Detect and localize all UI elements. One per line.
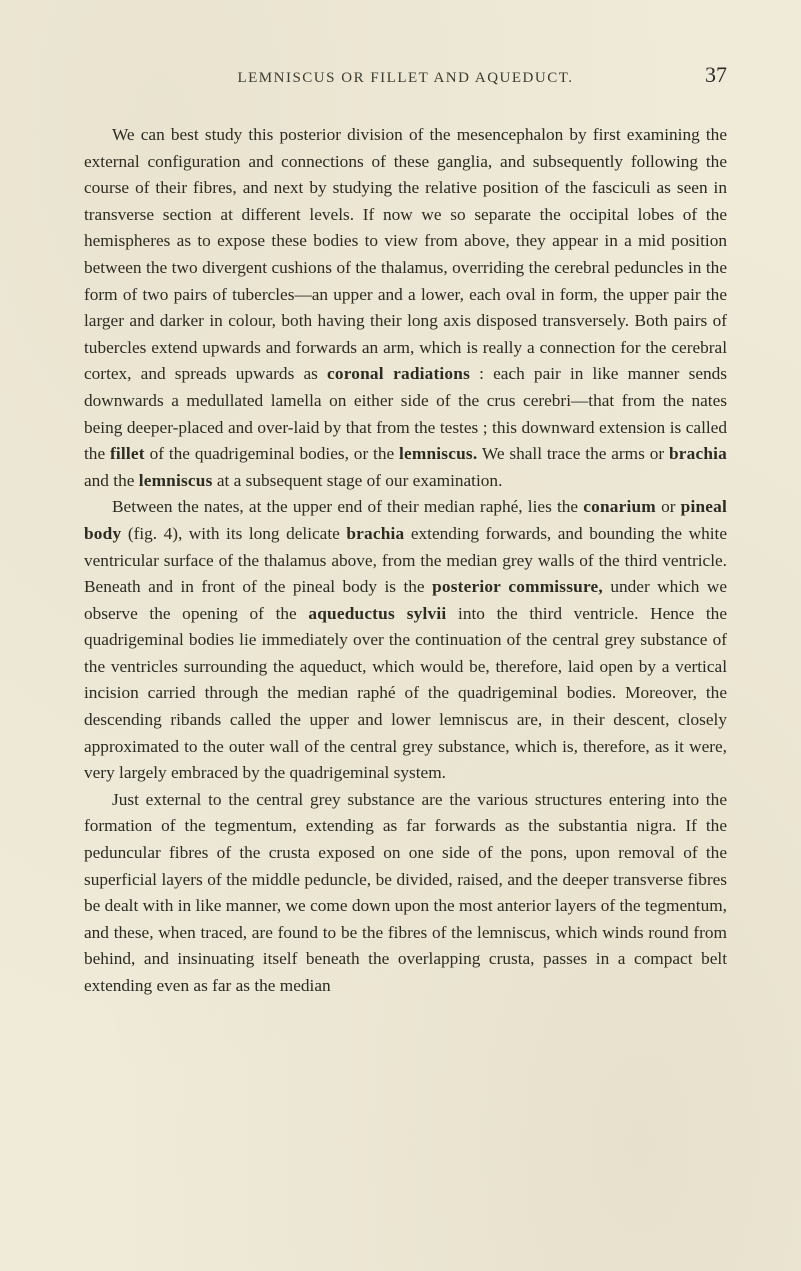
text-run: and the bbox=[84, 471, 139, 490]
text-run: or bbox=[656, 497, 681, 516]
page-number: 37 bbox=[679, 62, 727, 88]
text-run: Between the nates, at the upper end of t… bbox=[112, 497, 583, 516]
header-line: LEMNISCUS OR FILLET AND AQUEDUCT. 37 bbox=[84, 62, 727, 88]
bold-term: coronal radiations bbox=[327, 364, 470, 383]
text-run: into the third ventricle. Hence the quad… bbox=[84, 604, 727, 783]
text-run: Just external to the central grey substa… bbox=[84, 790, 727, 995]
bold-term: conarium bbox=[583, 497, 656, 516]
text-run: (fig. 4), with its long delicate bbox=[121, 524, 346, 543]
paragraph-3: Just external to the central grey substa… bbox=[84, 787, 727, 1000]
bold-term: posterior commissure, bbox=[432, 577, 603, 596]
bold-term: fillet bbox=[110, 444, 145, 463]
text-run: We shall trace the arms or bbox=[477, 444, 669, 463]
page-container: LEMNISCUS OR FILLET AND AQUEDUCT. 37 We … bbox=[0, 0, 801, 1271]
bold-term: brachia bbox=[346, 524, 404, 543]
body-text: We can best study this posterior divisio… bbox=[84, 122, 727, 1000]
bold-term: lemniscus. bbox=[399, 444, 477, 463]
bold-term: brachia bbox=[669, 444, 727, 463]
text-run: We can best study this posterior divisio… bbox=[84, 125, 727, 383]
text-run: of the quadrigeminal bodies, or the bbox=[145, 444, 399, 463]
paragraph-2: Between the nates, at the upper end of t… bbox=[84, 494, 727, 787]
text-run: at a subsequent stage of our examination… bbox=[213, 471, 503, 490]
bold-term: aqueductus sylvii bbox=[308, 604, 446, 623]
running-head: LEMNISCUS OR FILLET AND AQUEDUCT. bbox=[132, 70, 679, 87]
paragraph-1: We can best study this posterior divisio… bbox=[84, 122, 727, 494]
bold-term: lemniscus bbox=[139, 471, 213, 490]
